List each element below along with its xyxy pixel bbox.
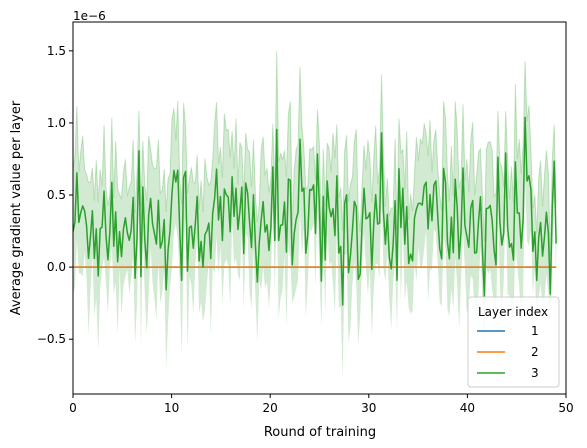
legend-label-3: 3: [531, 366, 539, 380]
legend-box: [467, 296, 560, 388]
x-ticks: 0 10 20 30 40 50: [69, 394, 574, 415]
y-tick-label: −0.5: [37, 332, 66, 346]
x-tick-label: 40: [460, 401, 475, 415]
series-3-band-upper: [73, 51, 557, 257]
y-offset-text: 1e−6: [73, 9, 106, 23]
y-axis-label: Average gradient value per layer: [9, 100, 24, 315]
y-ticks: −0.5 0.0 0.5 1.0 1.5: [37, 44, 73, 346]
y-tick-label: 1.5: [47, 44, 66, 58]
x-tick-label: 0: [69, 401, 77, 415]
y-tick-label: 0.0: [47, 260, 66, 274]
y-tick-label: 1.0: [47, 116, 66, 130]
y-tick-label: 0.5: [47, 188, 66, 202]
x-tick-label: 30: [361, 401, 376, 415]
legend-label-1: 1: [531, 324, 539, 338]
legend: Layer index 1 2 3: [467, 296, 560, 388]
legend-label-2: 2: [531, 345, 539, 359]
x-tick-label: 50: [558, 401, 573, 415]
legend-title: Layer index: [478, 305, 548, 319]
series-lines-group: [73, 116, 557, 306]
x-axis-label: Round of training: [264, 425, 376, 440]
x-tick-label: 20: [263, 401, 278, 415]
x-tick-label: 10: [164, 401, 179, 415]
plot-frame: [72, 21, 567, 395]
series-3-line: [73, 116, 557, 306]
